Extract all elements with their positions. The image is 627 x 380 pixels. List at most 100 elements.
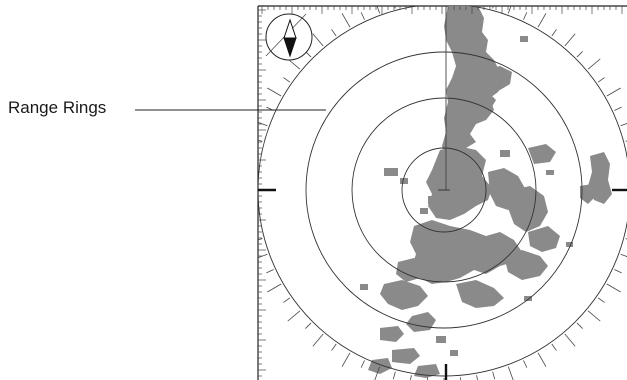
bearing-tick — [360, 360, 365, 368]
bearing-tick — [258, 238, 263, 241]
bearing-tick — [587, 310, 601, 322]
bearing-tick — [266, 269, 274, 274]
compass-arrow-down — [283, 37, 297, 58]
bearing-tick — [492, 371, 496, 380]
echo-speck — [360, 284, 368, 290]
bearing-tick — [576, 51, 583, 58]
top-edge-ruler — [261, 6, 623, 14]
bearing-tick — [394, 6, 396, 9]
echo-speck — [400, 178, 408, 184]
echo-bottom-3 — [392, 348, 420, 364]
bearing-tick — [614, 269, 622, 274]
bearing-tick — [477, 0, 480, 5]
bearing-tick — [587, 58, 601, 70]
bearing-tick — [459, 377, 462, 380]
echo-bottom-1 — [406, 312, 436, 332]
echo-lower-se — [456, 280, 504, 308]
bearing-tick — [410, 375, 412, 380]
echo-far-right-2 — [580, 184, 596, 204]
echo-speck — [500, 150, 510, 157]
bearing-tick — [331, 29, 337, 37]
range-ring-3 — [305, 51, 583, 329]
bearing-tick — [267, 283, 282, 293]
echo-right-lobe — [508, 186, 548, 232]
bearing-tick — [312, 333, 324, 347]
echo-speck — [566, 242, 573, 247]
bearing-tick — [476, 375, 478, 380]
bearing-tick — [564, 33, 576, 47]
radar-echoes — [360, 6, 612, 378]
bearing-tick — [249, 173, 257, 174]
bearing-tick — [492, 6, 494, 9]
bearing-tick — [341, 13, 351, 28]
bearing-tick — [620, 122, 627, 127]
bearing-tick — [564, 333, 576, 347]
echo-speck — [436, 336, 446, 343]
echo-speck — [546, 170, 554, 175]
bearing-tick — [360, 12, 365, 20]
echo-bottom-4 — [368, 358, 392, 374]
bearing-tick — [258, 121, 268, 127]
bearing-scale — [249, 0, 627, 380]
bearing-tick — [551, 29, 557, 37]
bearing-tick — [258, 253, 268, 259]
echo-bottom-2 — [380, 326, 404, 342]
bearing-tick — [331, 343, 337, 351]
bearing-tick — [620, 253, 627, 258]
bearing-tick — [523, 12, 528, 20]
bearing-tick — [258, 156, 259, 158]
echo-lower-mass — [410, 220, 522, 284]
echo-core — [426, 146, 492, 220]
echo-right-arm-2 — [528, 226, 560, 252]
bearing-tick — [551, 343, 557, 351]
bearing-tick — [507, 366, 514, 380]
bearing-tick — [376, 6, 381, 14]
bearing-tick — [287, 58, 301, 70]
bearing-tick — [287, 310, 301, 322]
echo-right-arm — [504, 250, 548, 280]
echo-speck — [468, 112, 476, 118]
bearing-tick — [614, 106, 622, 111]
echo-mid-right — [528, 144, 556, 164]
echo-speck — [524, 296, 532, 301]
echo-lower-sw — [380, 280, 428, 310]
bearing-tick — [537, 13, 547, 28]
north-arrow-compass-icon — [265, 13, 313, 61]
bearing-tick — [283, 297, 291, 303]
left-edge-ruler — [258, 9, 266, 377]
range-ring-2 — [351, 97, 537, 283]
bearing-tick — [597, 297, 605, 303]
bearing-tick — [374, 366, 381, 380]
range-ring-1 — [401, 147, 487, 233]
bearing-tick — [523, 360, 528, 368]
echo-speck — [434, 186, 440, 191]
range-ring-4 — [258, 6, 627, 377]
bearing-tick — [606, 283, 621, 293]
bearing-tick — [427, 0, 428, 3]
bearing-tick — [258, 139, 263, 142]
range-rings-label: Range Rings — [8, 98, 107, 117]
bearing-tick — [258, 222, 259, 224]
bearing-tick — [576, 322, 583, 329]
bearing-tick — [341, 352, 351, 367]
bearing-tick — [460, 0, 461, 3]
echo-speck — [520, 36, 528, 42]
bearing-tick — [426, 377, 429, 380]
bearing-tick — [267, 87, 282, 97]
bearing-tick — [409, 0, 412, 5]
echo-speck — [384, 168, 398, 176]
echo-cluster-2 — [470, 92, 496, 112]
bearing-tick — [606, 87, 621, 97]
bearing-tick — [283, 77, 291, 83]
echo-cluster-1 — [486, 66, 512, 90]
echo-lower-left — [396, 258, 424, 282]
echo-speck — [420, 208, 428, 214]
echo-speck — [428, 196, 438, 204]
range-rings — [258, 6, 627, 377]
bearing-tick — [537, 352, 547, 367]
bearing-tick — [249, 206, 257, 207]
echo-band-upper — [442, 6, 506, 162]
bearing-tick — [305, 322, 312, 329]
bearing-tick — [597, 77, 605, 83]
